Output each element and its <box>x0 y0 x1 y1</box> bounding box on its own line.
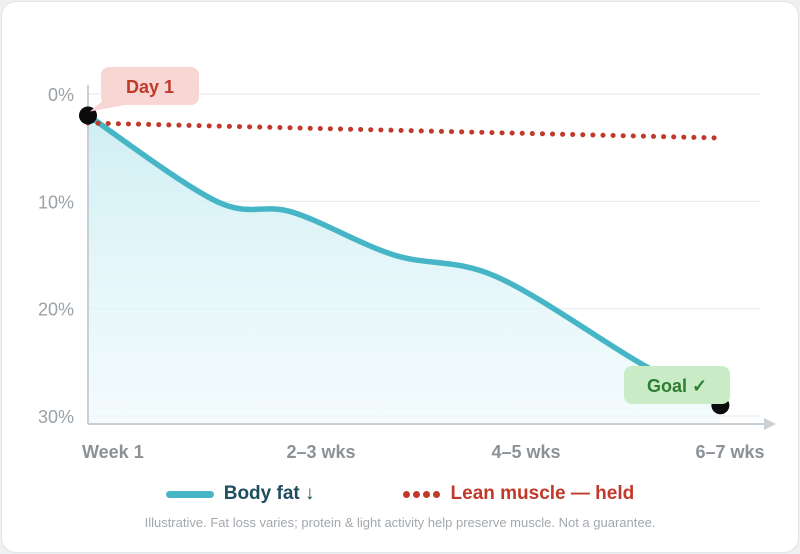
legend-label-lean-muscle: Lean muscle — held <box>450 483 635 504</box>
y-tick-label: 20% <box>38 300 74 320</box>
goal-badge: Goal ✓ <box>624 366 730 404</box>
legend-label-body-fat: Body fat ↓ <box>223 483 315 504</box>
footnote: Illustrative. Fat loss varies; protein &… <box>144 515 656 530</box>
y-tick-label: 10% <box>38 192 74 212</box>
y-tick-label: 30% <box>38 407 74 427</box>
badge-tail <box>90 99 125 112</box>
lean-muscle-line <box>85 120 723 141</box>
y-tick-label: 0% <box>48 85 74 105</box>
x-tick-label: 6–7 wks <box>695 442 764 462</box>
legend-swatch-body-fat <box>165 490 214 498</box>
badge-label: Day 1 <box>126 77 174 97</box>
legend-item-body-fat: Body fat ↓ <box>165 483 315 505</box>
body-fat-area <box>88 115 721 424</box>
badge-background <box>624 366 730 404</box>
x-axis-arrow <box>764 418 776 430</box>
x-tick-label: Week 1 <box>82 442 144 462</box>
badge-background <box>101 67 199 105</box>
chart-plot: Day 1 Goal ✓ 0% 10% 20% 30% Week 1 2–3 wks 4–5 … <box>38 67 776 462</box>
x-tick-label: 4–5 wks <box>491 442 560 462</box>
badge-label: Goal ✓ <box>647 376 707 396</box>
day1-badge: Day 1 <box>90 67 199 112</box>
body-fat-line <box>85 112 724 409</box>
legend-swatch-lean-muscle <box>402 490 443 498</box>
x-tick-label: 2–3 wks <box>286 442 355 462</box>
chart-legend: Body fat ↓ Lean muscle — held <box>0 480 800 508</box>
legend-item-lean-muscle: Lean muscle — held <box>402 483 635 505</box>
